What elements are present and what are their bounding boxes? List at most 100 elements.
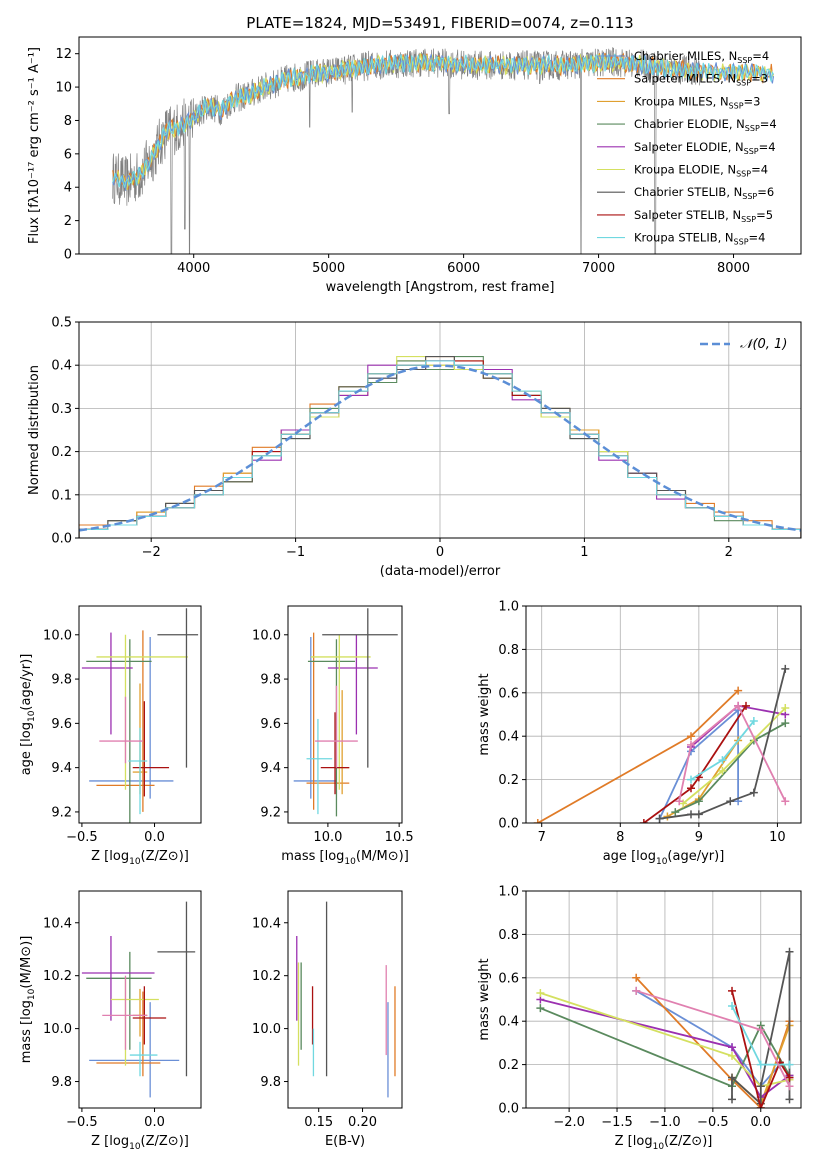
series-marker — [718, 756, 727, 765]
x-axis-label: wavelength [Angstrom, rest frame] — [326, 280, 555, 295]
errorbar-point — [89, 637, 174, 799]
y-axis-label-text: Flux [fλ10⁻¹⁷ erg cm⁻² s⁻¹ A⁻¹] — [27, 47, 42, 244]
axes-frame — [525, 605, 802, 824]
x-axis-label: mass [log10(M/M⊙)] — [281, 849, 409, 867]
x-tick-label: 0.0 — [144, 1115, 165, 1130]
series-marker — [749, 788, 758, 797]
x-tick-label: 2 — [725, 545, 733, 560]
series-marker — [781, 664, 790, 673]
series-marker — [694, 810, 703, 819]
y-tick-label: 9.2 — [51, 805, 72, 820]
errorbar-point — [96, 991, 161, 1077]
series-marker — [742, 701, 750, 710]
series-marker — [785, 1060, 794, 1069]
legend-label-main: Kroupa STELIB, N — [634, 231, 734, 245]
tspan-start: E(B-V) — [325, 1134, 365, 1149]
y-tick-label: 0.2 — [498, 773, 519, 788]
errorbar-point — [128, 727, 148, 815]
tspan-sub: 10 — [27, 988, 37, 1000]
legend-label: Kroupa MILES, NSSP=3 — [634, 94, 760, 110]
y-tick-label: 10.2 — [252, 969, 281, 984]
y-tick-label: 0.1 — [51, 488, 72, 503]
legend-label: Salpeter STELIB, NSSP=5 — [634, 208, 773, 224]
errorbar-point — [86, 639, 152, 823]
y-axis-label: mass weight — [477, 958, 492, 1040]
x-tick-label: −1.5 — [601, 1115, 633, 1130]
tspan-start: Flux [fλ10⁻¹⁷ erg cm⁻² s⁻¹ A⁻¹] — [27, 47, 42, 244]
y-tick-label: 9.8 — [51, 1075, 72, 1090]
tspan-start: Z [ — [615, 1134, 633, 1149]
x-axis-label: age [log10(age/yr)] — [603, 849, 725, 867]
x-axis-label-text: E(B-V) — [325, 1134, 365, 1149]
legend-label: Kroupa ELODIE, NSSP=4 — [634, 163, 768, 179]
frame: 10.0 10.5 9.2 9.4 9.6 9.8 10.0 mass [log10(M/M⊙… — [252, 605, 414, 867]
errorbar-point — [81, 935, 155, 1021]
legend-label-suffix: =4 — [751, 163, 768, 177]
legend-label-main: Salpeter ELODIE, N — [634, 140, 744, 154]
errorbar-point — [102, 975, 148, 1050]
y-tick-label: 12 — [55, 47, 72, 62]
legend-label-sub: SSP — [745, 124, 760, 133]
x-tick-label: 7000 — [582, 261, 615, 276]
tspan-log: log — [19, 1000, 34, 1020]
tspan-sub: 10 — [129, 1142, 141, 1152]
y-tick-label: 9.6 — [51, 717, 72, 732]
tspan-rest: (M/M⊙)] — [356, 849, 409, 864]
y-axis-label: mass weight — [477, 673, 492, 755]
series-marker — [687, 784, 695, 793]
series-marker — [675, 797, 684, 806]
normal-curve — [79, 364, 801, 532]
x-tick-label: 10.5 — [385, 830, 414, 845]
errorbar-point — [306, 632, 350, 810]
legend-label-sub: SSP — [744, 147, 759, 156]
legend-label-sub: SSP — [734, 238, 749, 247]
x-axis-label-text: age [log10(age/yr)] — [603, 849, 725, 867]
x-tick-label: 1 — [580, 545, 588, 560]
errorbar-point — [310, 634, 371, 790]
panel-residuals: −2 −1 0 1 2 0.0 0.1 0.2 0.3 0.4 0.5 (data-model)/er… — [27, 316, 802, 579]
y-tick-label: 2 — [64, 214, 72, 229]
series-line — [537, 689, 739, 823]
y-axis-label-text: age [log10(age/yr)] — [19, 654, 37, 776]
tspan-log: log — [109, 849, 129, 864]
series-marker — [781, 719, 790, 728]
tspan-log: log — [109, 1134, 129, 1149]
plot-area — [533, 664, 790, 823]
errorbar-point — [327, 634, 378, 735]
errorbar-point — [132, 701, 170, 797]
tspan-rest: (Z/Z⊙)] — [664, 1134, 712, 1149]
y-tick-label: 4 — [64, 181, 72, 196]
series-marker — [687, 732, 695, 741]
y-tick-label: 10.0 — [43, 1022, 72, 1037]
legend-label: 𝒩(0, 1) — [740, 337, 787, 352]
series-line — [540, 1007, 791, 1088]
legend-label-sub: SSP — [736, 170, 751, 179]
frame: −0.5 0.09.810.010.210.4Z [log10(Z/Z⊙)]mas… — [19, 890, 202, 1152]
y-axis-label: mass [log10(M/M⊙)] — [19, 936, 37, 1064]
x-tick-label: 0.20 — [348, 1115, 377, 1130]
y-tick-label: 0.8 — [498, 643, 519, 658]
y-tick-label: 0.4 — [498, 1015, 519, 1030]
y-tick-label: 0.0 — [498, 817, 519, 832]
y-tick-label: 9.2 — [260, 805, 281, 820]
series-marker — [536, 1004, 545, 1013]
legend-label-sub: SSP — [736, 79, 751, 88]
y-tick-label: 10.2 — [43, 969, 72, 984]
axes-frame — [287, 890, 403, 1109]
series-line — [731, 990, 791, 1108]
series-marker — [728, 1043, 737, 1052]
tspan-rest: (age/yr)] — [667, 849, 724, 864]
legend-label: Salpeter MILES, NSSP=3 — [634, 72, 768, 88]
legend-label-suffix: =3 — [744, 94, 761, 108]
series-marker — [734, 686, 743, 695]
legend-label-main: Kroupa ELODIE, N — [634, 163, 736, 177]
errorbar-point — [315, 685, 358, 768]
series-line — [540, 992, 790, 1088]
y-tick-label: 10.0 — [43, 628, 72, 643]
x-axis-label: Z [log10(Z/Z⊙)] — [91, 849, 189, 867]
errorbar-point — [86, 951, 152, 1050]
y-tick-label: 6 — [64, 147, 72, 162]
y-tick-label: 1.0 — [498, 600, 519, 615]
errorbar-point — [320, 712, 350, 795]
